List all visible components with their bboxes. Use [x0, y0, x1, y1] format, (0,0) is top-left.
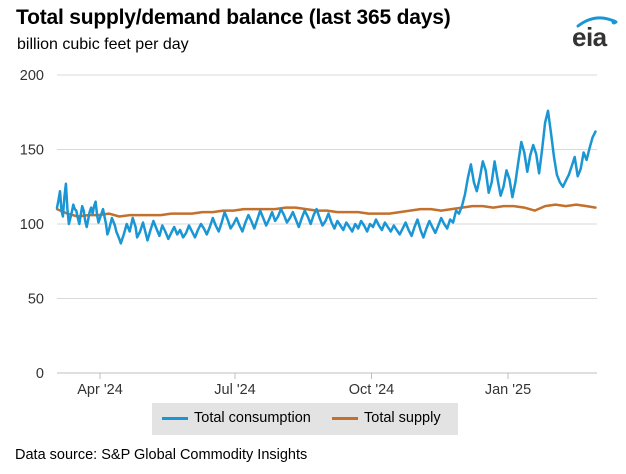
- data-source-note: Data source: S&P Global Commodity Insigh…: [15, 447, 308, 463]
- x-tick-label: Apr '24: [77, 382, 123, 398]
- y-tick-label: 0: [36, 366, 44, 382]
- line-chart: 0 50 100 150 200 Apr '24 Jul '24 Oct '24 Jan '2…: [20, 68, 597, 398]
- y-axis-tick-labels: 0 50 100 150 200: [20, 68, 44, 382]
- series-line-total-consumption: [55, 109, 597, 245]
- y-tick-label: 200: [20, 68, 44, 84]
- x-axis-tick-labels: Apr '24 Jul '24 Oct '24 Jan '25: [77, 373, 531, 398]
- eia-logo-text: eia: [572, 22, 607, 52]
- eia-logo: eia: [572, 14, 620, 52]
- grid-lines: [57, 74, 597, 374]
- legend-label-supply: Total supply: [364, 410, 441, 426]
- chart-legend: Total consumption Total supply: [152, 403, 458, 435]
- eia-logo-arc-icon: [576, 16, 618, 28]
- x-tick-label: Jan '25: [485, 382, 531, 398]
- legend-swatch-consumption: [162, 416, 188, 420]
- series-line-total-supply: [55, 203, 597, 218]
- legend-label-consumption: Total consumption: [194, 410, 311, 426]
- chart-title: Total supply/demand balance (last 365 da…: [16, 6, 451, 29]
- legend-item-consumption: Total consumption: [162, 410, 311, 426]
- x-tick-label: Oct '24: [349, 382, 394, 398]
- y-tick-label: 150: [20, 143, 44, 159]
- chart-subtitle: billion cubic feet per day: [17, 36, 189, 53]
- legend-swatch-supply: [332, 416, 358, 420]
- series-lines: [55, 109, 597, 245]
- y-tick-label: 100: [20, 217, 44, 233]
- y-tick-label: 50: [28, 292, 44, 308]
- legend-item-supply: Total supply: [332, 410, 441, 426]
- x-tick-label: Jul '24: [214, 382, 255, 398]
